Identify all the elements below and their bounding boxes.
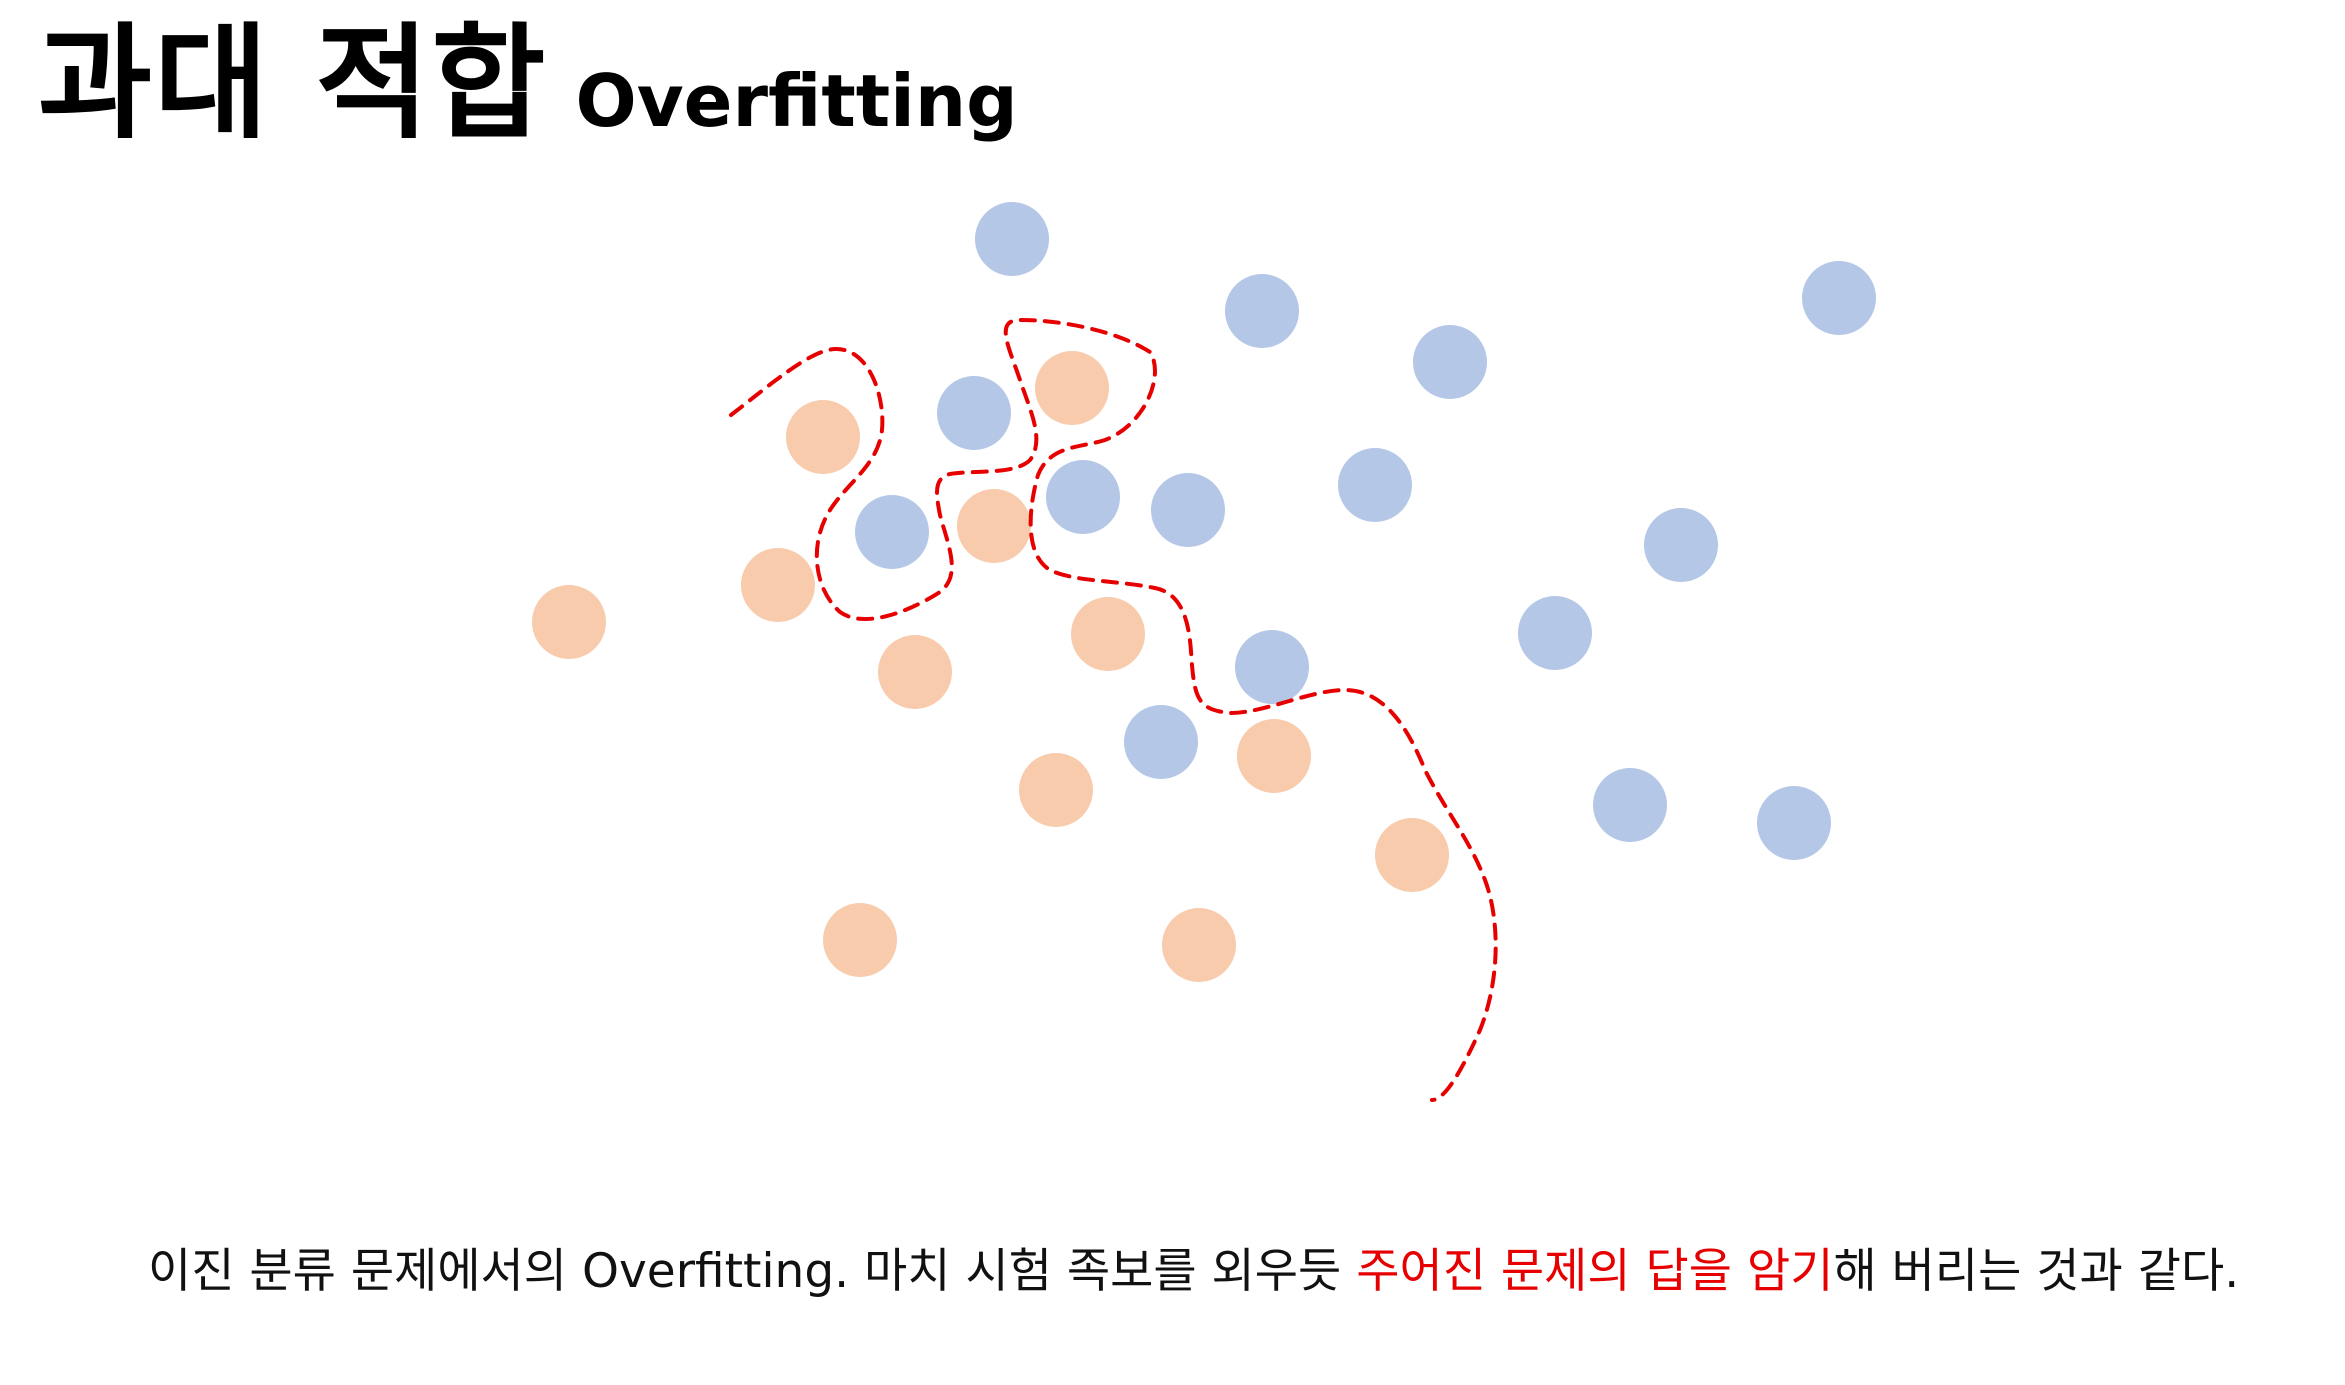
class-b-point — [1019, 753, 1093, 827]
class-b-point — [957, 489, 1031, 563]
overfit-decision-boundary — [729, 317, 1498, 1102]
title-korean: 과대 적합 — [38, 12, 548, 156]
class-a-point — [1644, 508, 1718, 582]
class-b-point — [878, 635, 952, 709]
class-a-point — [1413, 325, 1487, 399]
class-b-point — [532, 585, 606, 659]
class-b-point — [1035, 351, 1109, 425]
caption-text: 이진 분류 문제에서의 Overfitting. 마치 시험 족보를 외우듯 — [148, 1244, 1357, 1299]
class-a-point — [1235, 630, 1309, 704]
class-a-point — [855, 495, 929, 569]
caption-text-end: 해 버리는 것과 같다. — [1833, 1244, 2240, 1299]
caption: 이진 분류 문제에서의 Overfitting. 마치 시험 족보를 외우듯 주… — [148, 1248, 2239, 1295]
title-english: Overfitting — [575, 59, 1018, 143]
class-b-point — [823, 903, 897, 977]
class-a-point — [1518, 596, 1592, 670]
class-a-point — [1225, 274, 1299, 348]
class-b-point — [786, 400, 860, 474]
class-b-point — [1237, 719, 1311, 793]
class-a-points — [855, 202, 1876, 860]
class-b-point — [1375, 818, 1449, 892]
class-b-point — [741, 548, 815, 622]
class-a-point — [1046, 460, 1120, 534]
class-b-point — [1162, 908, 1236, 982]
class-a-point — [1338, 448, 1412, 522]
class-b-point — [1071, 597, 1145, 671]
class-a-point — [975, 202, 1049, 276]
class-a-point — [1802, 261, 1876, 335]
class-b-points — [532, 351, 1449, 982]
caption-highlight: 주어진 문제의 답을 암기 — [1356, 1244, 1834, 1299]
class-a-point — [1151, 473, 1225, 547]
slide-title: 과대 적합 Overfitting — [38, 22, 1018, 146]
class-a-point — [937, 376, 1011, 450]
class-a-point — [1593, 768, 1667, 842]
class-a-point — [1757, 786, 1831, 860]
class-a-point — [1124, 705, 1198, 779]
